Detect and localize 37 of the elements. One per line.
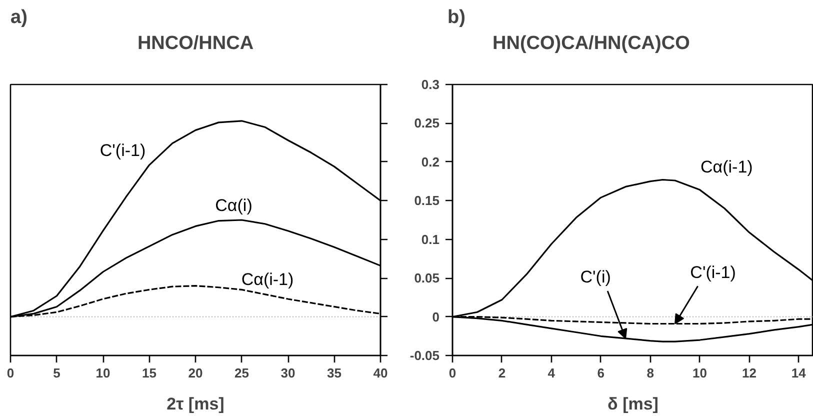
x-tick-label: 8: [646, 366, 654, 380]
series-label: Cα(i-1): [700, 158, 753, 177]
y-tick-label: 0.1: [421, 232, 440, 247]
x-tick-label: 2: [498, 366, 506, 380]
chart-title: HNCO/HNCA: [137, 33, 254, 54]
x-tick-label: 30: [280, 366, 296, 380]
x-axis-title: 2τ [ms]: [166, 394, 224, 414]
text: b): [448, 7, 466, 28]
x-tick-label: 10: [96, 366, 110, 380]
text: a): [10, 7, 28, 28]
y-tick-label: 0.3: [421, 77, 440, 92]
x-tick-label: 14: [791, 366, 807, 380]
y-tick-label: 0: [432, 309, 440, 324]
y-tick-label: 0.25: [414, 116, 440, 131]
y-tick-label: -0.05: [410, 348, 440, 363]
x-tick-label: 4: [548, 366, 556, 380]
text: C'(i-1): [690, 262, 736, 282]
series-label: C'(i-1): [100, 140, 146, 160]
x-tick-label: 35: [327, 366, 342, 380]
x-tick-label: 5: [53, 366, 60, 380]
x-tick-label: 40: [373, 366, 388, 380]
x-tick-label: 0: [448, 366, 456, 380]
x-tick-label: 15: [142, 366, 156, 380]
y-tick-label: 0.05: [414, 270, 440, 286]
x-tick-label: 0: [6, 366, 14, 380]
series-label: Cα(i-1): [241, 270, 294, 289]
x-tick-label: 10: [692, 366, 707, 380]
x-tick-label: 25: [234, 366, 249, 380]
x-axis-title: δ [ms]: [608, 394, 658, 414]
x-tick-label: 6: [597, 366, 604, 380]
x-tick-label: 20: [188, 366, 203, 380]
chart-title: HN(CO)CA/HN(CA)CO: [492, 33, 690, 54]
series-label: Cα(i): [215, 196, 252, 215]
x-tick-label: 12: [742, 366, 756, 380]
y-tick-label: 0.2: [421, 154, 440, 170]
y-tick-label: 0.15: [414, 193, 440, 208]
text: C'(i): [580, 267, 611, 286]
